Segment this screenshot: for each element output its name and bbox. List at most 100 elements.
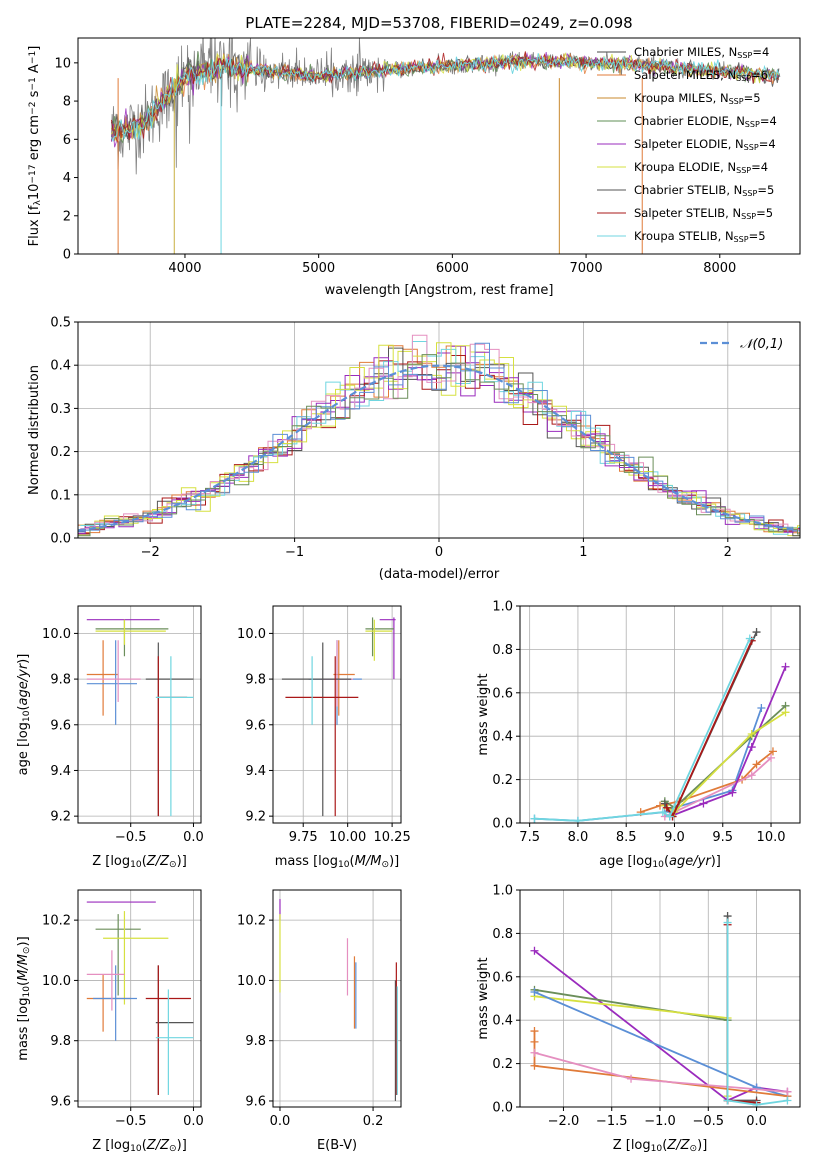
mass_vs_EBV-xlabel: E(B-V) <box>317 1138 357 1153</box>
y-tick-label: 0.8 <box>492 643 513 658</box>
y-tick-label: 10.0 <box>237 627 266 642</box>
y-tick-label: 1.0 <box>492 884 513 899</box>
mass_vs_Z-plot <box>86 901 194 1095</box>
age_vs_Z-plot <box>86 619 194 817</box>
mass_vs_EBV-frame <box>272 889 402 1108</box>
normal-curve <box>78 364 798 532</box>
weight-marker <box>530 1027 539 1036</box>
x-tick-label: 2 <box>724 545 732 560</box>
y-tick-label: 10 <box>54 56 71 71</box>
y-tick-label: 9.6 <box>50 1094 71 1109</box>
weight-marker <box>768 747 777 756</box>
age_vs_mass-frame <box>272 605 402 824</box>
weight-marker <box>752 1100 761 1107</box>
legend-label: Salpeter MILES, NSSP=6 <box>634 68 768 83</box>
legend-label: Kroupa MILES, NSSP=5 <box>634 91 761 106</box>
x-tick-label: −1 <box>285 545 304 560</box>
y-tick-label: 6 <box>63 133 71 148</box>
weight-marker <box>781 662 790 671</box>
weight_vs_age-xlabel: age [log10(age/yr)] <box>599 854 721 870</box>
y-tick-label: 9.2 <box>50 810 71 825</box>
weight-line-5 <box>534 1051 788 1093</box>
weight-marker <box>757 703 766 712</box>
y-tick-label: 9.6 <box>50 718 71 733</box>
y-tick-label: 8 <box>63 95 71 110</box>
x-tick-label: −2.0 <box>548 1114 580 1129</box>
weight-marker <box>660 799 669 808</box>
y-tick-label: 0.0 <box>492 817 513 832</box>
y-tick-label: 4 <box>63 171 71 186</box>
y-tick-label: 0 <box>63 248 71 263</box>
y-tick-label: 0.5 <box>50 316 71 331</box>
y-tick-label: 0.2 <box>492 1057 513 1072</box>
histogram-10 <box>78 354 800 537</box>
weight-line-0 <box>534 707 763 822</box>
weight-marker <box>530 946 539 955</box>
y-tick-label: 9.6 <box>245 1094 266 1109</box>
weight-marker <box>747 743 756 752</box>
y-tick-label: 9.8 <box>50 1034 71 1049</box>
legend-label: Kroupa ELODIE, NSSP=4 <box>634 160 768 175</box>
x-tick-label: −0.5 <box>115 1114 147 1129</box>
weight_vs_age-plot <box>530 628 790 823</box>
weight-line-1 <box>640 750 774 813</box>
y-tick-label: 9.6 <box>245 718 266 733</box>
weight-marker <box>530 987 539 996</box>
residuals-ylabel: Normed distribution <box>27 365 42 495</box>
residuals-frame <box>77 321 801 539</box>
y-tick-label: 0.4 <box>492 1014 513 1029</box>
age_vs_mass-axes: 9.75 10.00 10.25 9.2 9.4 9.6 9.8 10.0 <box>237 606 411 845</box>
weight-line-6 <box>726 916 757 1102</box>
y-tick-label: 0.2 <box>50 445 71 460</box>
y-tick-label: 9.8 <box>245 673 266 688</box>
weight-line-8 <box>726 922 788 1106</box>
spectrum-title: PLATE=2284, MJD=53708, FIBERID=0249, z=0… <box>245 14 632 32</box>
mass_vs_EBV-plot <box>279 899 398 1101</box>
weight_vs_Z-xlabel: Z [log10(Z/Z⊙)] <box>613 1138 708 1154</box>
weight-marker <box>767 753 776 762</box>
spectrum-legend: Chabrier MILES, NSSP=4 Salpeter MILES, NS… <box>597 45 777 244</box>
y-tick-label: 9.8 <box>50 673 71 688</box>
y-tick-label: 10.0 <box>42 974 71 989</box>
x-tick-label: 8.0 <box>568 830 589 845</box>
weight-line-5 <box>664 711 786 814</box>
weight-marker <box>699 799 708 808</box>
y-tick-label: 0.2 <box>492 773 513 788</box>
y-tick-label: 9.8 <box>245 1034 266 1049</box>
weight_vs_Z-ylabel: mass weight <box>476 957 491 1039</box>
legend-label: 𝒩(0,1) <box>740 337 783 352</box>
y-tick-label: 10.2 <box>237 914 266 929</box>
weight-marker <box>662 803 671 812</box>
weight-marker <box>723 1096 732 1105</box>
weight-marker <box>530 1037 539 1046</box>
model-line-8 <box>110 53 780 143</box>
age_vs_Z-frame <box>77 605 202 824</box>
x-tick-label: 0 <box>435 545 443 560</box>
x-tick-label: 10.0 <box>757 830 786 845</box>
weight-marker <box>723 918 732 927</box>
model-line-7 <box>110 51 780 143</box>
weight-marker <box>752 628 761 637</box>
age_vs_Z-ylabel: age [log10(age/yr)] <box>16 654 32 776</box>
weight_vs_Z-plot <box>530 912 792 1107</box>
x-tick-label: 8000 <box>703 261 736 276</box>
weight-marker <box>530 814 539 823</box>
weight_vs_age-axes: 7.5 8.0 8.5 9.0 9.5 10.0 0.0 0.2 0.4 0.6 0.8 1.0 <box>492 600 800 845</box>
mass_vs_Z-xlabel: Z [log10(Z/Z⊙)] <box>92 1138 187 1154</box>
y-tick-label: 0.8 <box>492 927 513 942</box>
model-line-6 <box>110 52 780 139</box>
weight-marker <box>747 730 756 739</box>
spectrum-ylabel: Flux [fλ10−17 erg cm−2 s−1 A−1] <box>27 46 43 247</box>
mass_vs_Z-frame <box>77 889 202 1108</box>
weight-marker <box>658 808 667 817</box>
weight-marker <box>747 771 756 780</box>
y-tick-label: 0.1 <box>50 488 71 503</box>
weight-marker <box>573 816 582 823</box>
weight-marker <box>728 788 737 797</box>
mass_vs_EBV-axes: 0.0 0.2 9.6 9.8 10.0 10.2 <box>237 890 401 1129</box>
spectrum-plot <box>110 38 781 254</box>
y-tick-label: 0.6 <box>492 970 513 985</box>
x-tick-label: 6000 <box>436 261 469 276</box>
weight-marker <box>627 1074 636 1083</box>
weight-marker <box>752 760 761 769</box>
